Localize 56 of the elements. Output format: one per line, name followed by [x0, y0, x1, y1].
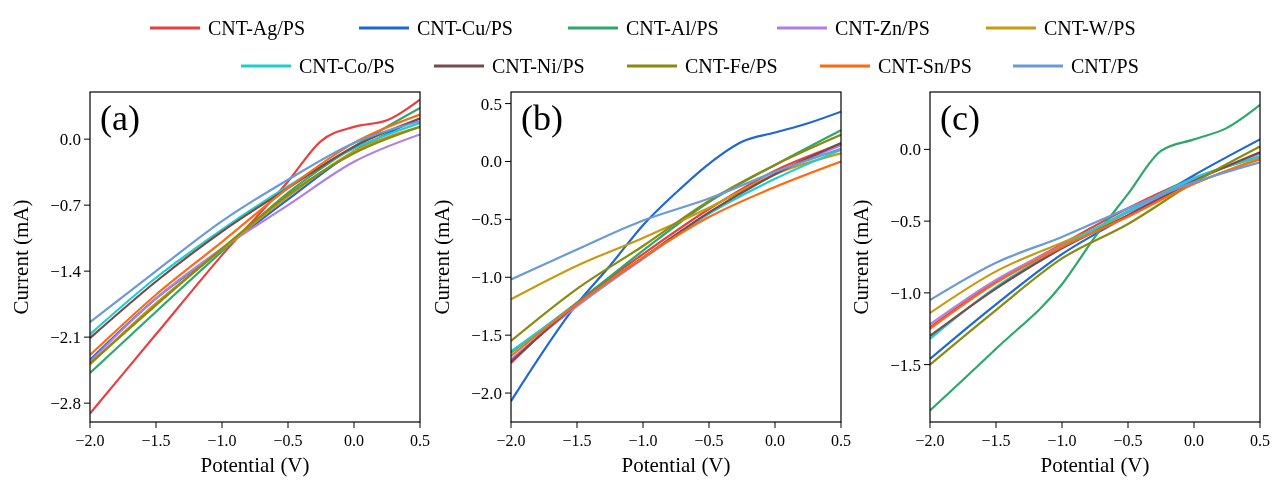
x-tick-label: −1.0	[207, 432, 237, 449]
y-tick-label: 0.5	[480, 94, 502, 114]
x-tick-label: −2.0	[915, 432, 945, 449]
x-tick-label: −2.0	[75, 432, 105, 449]
y-tick-label: −0.5	[890, 212, 921, 232]
legend-label: CNT-Ni/PS	[492, 55, 585, 77]
y-tick-label: 0.0	[59, 130, 81, 150]
y-axis-title: Current (mA)	[9, 199, 33, 315]
x-tick-label: −1.5	[141, 432, 171, 449]
legend-label: CNT/PS	[1071, 55, 1139, 77]
legend-label: CNT-Cu/PS	[417, 17, 513, 39]
x-tick-label: −1.0	[1047, 432, 1077, 449]
y-tick-label: −2.1	[50, 328, 81, 348]
x-tick-label: 0.0	[765, 432, 785, 449]
x-axis-title: Potential (V)	[1040, 453, 1150, 477]
legend-label: CNT-Ag/PS	[208, 17, 306, 40]
line-series	[511, 147, 841, 281]
y-tick-label: −2.8	[50, 394, 81, 414]
annotation: (c)	[940, 98, 980, 138]
line-series	[90, 98, 420, 415]
x-tick-label: −1.5	[562, 432, 592, 449]
y-tick-label: −1.5	[890, 355, 921, 375]
x-tick-label: 0.5	[410, 432, 430, 449]
legend-label: CNT-Al/PS	[626, 17, 719, 39]
y-tick-label: −0.5	[471, 210, 502, 230]
legend-label: CNT-W/PS	[1044, 17, 1136, 39]
y-tick-label: −1.4	[50, 262, 82, 282]
annotation: (a)	[100, 98, 140, 138]
x-tick-label: −1.0	[628, 432, 658, 449]
y-tick-label: −1.0	[890, 283, 921, 303]
legend-label: CNT-Co/PS	[299, 55, 395, 77]
y-tick-label: −1.5	[471, 326, 502, 346]
y-tick-label: 0.0	[480, 152, 502, 172]
annotation: (b)	[521, 98, 563, 138]
legend-label: CNT-Zn/PS	[835, 17, 930, 39]
y-tick-label: −2.0	[471, 384, 502, 404]
y-axis-title: Current (mA)	[430, 199, 454, 315]
line-series	[511, 152, 841, 301]
x-axis-title: Potential (V)	[621, 453, 731, 477]
legend-label: CNT-Fe/PS	[685, 55, 778, 77]
y-tick-label: 0.0	[899, 140, 921, 160]
x-tick-label: −0.5	[1113, 432, 1143, 449]
x-tick-label: −2.0	[496, 432, 526, 449]
y-axis-title: Current (mA)	[849, 199, 873, 315]
x-tick-label: 0.0	[1184, 432, 1204, 449]
x-tick-label: −0.5	[273, 432, 303, 449]
x-tick-label: 0.0	[344, 432, 364, 449]
legend-label: CNT-Sn/PS	[878, 55, 972, 77]
y-tick-label: −0.7	[50, 196, 82, 216]
y-tick-label: −1.0	[471, 268, 502, 288]
x-tick-label: 0.5	[831, 432, 851, 449]
line-series	[930, 103, 1260, 412]
x-tick-label: −0.5	[694, 432, 724, 449]
x-tick-label: −1.5	[981, 432, 1011, 449]
x-tick-label: 0.5	[1250, 432, 1270, 449]
x-axis-title: Potential (V)	[200, 453, 310, 477]
